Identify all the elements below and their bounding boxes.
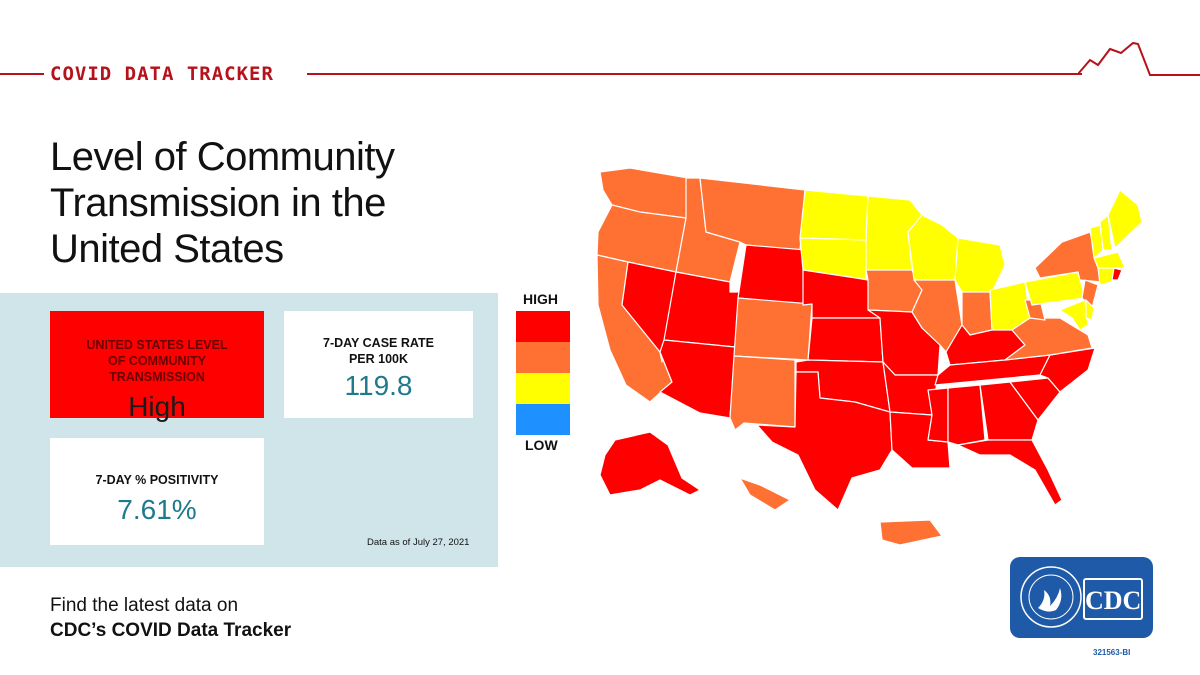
legend-swatch-high (516, 311, 570, 342)
document-id: 321563-BI (1093, 648, 1131, 657)
data-as-of: Data as of July 27, 2021 (367, 537, 470, 548)
state-fl[interactable] (957, 439, 1063, 506)
legend-swatch-substantial (516, 342, 570, 373)
page-title-line: Level of Community (50, 135, 395, 179)
hhs-seal-icon (1020, 566, 1082, 628)
legend-swatch-moderate (516, 373, 570, 404)
state-az[interactable] (659, 339, 736, 419)
state-il[interactable] (911, 279, 963, 353)
label-line: PER 100K (348, 352, 409, 366)
trend-line-icon (1078, 41, 1200, 76)
tracker-title: COVID DATA TRACKER (50, 63, 274, 85)
stats-panel: UNITED STATES LEVEL OF COMMUNITY TRANSMI… (0, 293, 498, 567)
state-wy[interactable] (737, 244, 807, 306)
case-rate-value: 119.8 (344, 370, 413, 401)
case-rate-card: 7-DAY CASE RATE PER 100K 119.8 (284, 311, 473, 418)
positivity-value: 7.61% (117, 494, 197, 525)
transmission-level-label: UNITED STATES LEVEL OF COMMUNITY TRANSMI… (50, 311, 264, 385)
case-rate-label: 7-DAY CASE RATE PER 100K (284, 311, 473, 367)
state-md[interactable] (1059, 299, 1089, 331)
state-ks[interactable] (807, 317, 884, 363)
state-co[interactable] (733, 297, 813, 361)
page-title-line: Transmission in the (50, 181, 386, 225)
label-line: 7-DAY CASE RATE (323, 336, 434, 350)
footer-text: Find the latest data on (50, 595, 239, 616)
state-in[interactable] (961, 291, 993, 336)
state-ak[interactable] (599, 431, 701, 496)
state-mi[interactable] (954, 237, 1006, 293)
state-hi[interactable] (739, 477, 791, 511)
state-ri[interactable] (1111, 267, 1123, 281)
state-pr[interactable] (879, 519, 943, 546)
state-ms[interactable] (927, 387, 949, 443)
legend-swatch-low (516, 404, 570, 435)
cdc-wordmark: CDC (1083, 578, 1143, 620)
state-ga[interactable] (979, 381, 1039, 441)
page-title: Level of Community Transmission in the U… (50, 134, 470, 272)
state-ma[interactable] (1093, 251, 1126, 269)
state-nh[interactable] (1099, 214, 1113, 251)
state-me[interactable] (1107, 189, 1143, 249)
state-pa[interactable] (1024, 271, 1086, 306)
state-nd[interactable] (799, 189, 869, 241)
state-nm[interactable] (729, 355, 796, 431)
positivity-card: 7-DAY % POSITIVITY 7.61% (50, 438, 264, 545)
positivity-label: 7-DAY % POSITIVITY (95, 473, 219, 487)
state-nv[interactable] (621, 261, 677, 363)
label-line: UNITED STATES LEVEL (86, 338, 228, 352)
header-rule-left (0, 73, 44, 75)
page-title-line: United States (50, 227, 284, 271)
state-tx[interactable] (756, 371, 893, 511)
state-de[interactable] (1085, 299, 1095, 321)
footer-link-text[interactable]: CDC’s COVID Data Tracker (50, 620, 292, 641)
legend-high-label: HIGH (523, 291, 558, 307)
state-al[interactable] (947, 384, 986, 446)
transmission-level-value: High (128, 391, 186, 422)
header-rule-right (307, 73, 1082, 75)
us-map (596, 167, 1143, 546)
label-line: TRANSMISSION (109, 370, 205, 384)
state-ut[interactable] (663, 271, 741, 348)
legend-low-label: LOW (525, 437, 558, 453)
state-ct[interactable] (1097, 267, 1115, 286)
label-line: OF COMMUNITY (108, 354, 206, 368)
transmission-level-card: UNITED STATES LEVEL OF COMMUNITY TRANSMI… (50, 311, 264, 422)
state-wi[interactable] (907, 214, 959, 281)
